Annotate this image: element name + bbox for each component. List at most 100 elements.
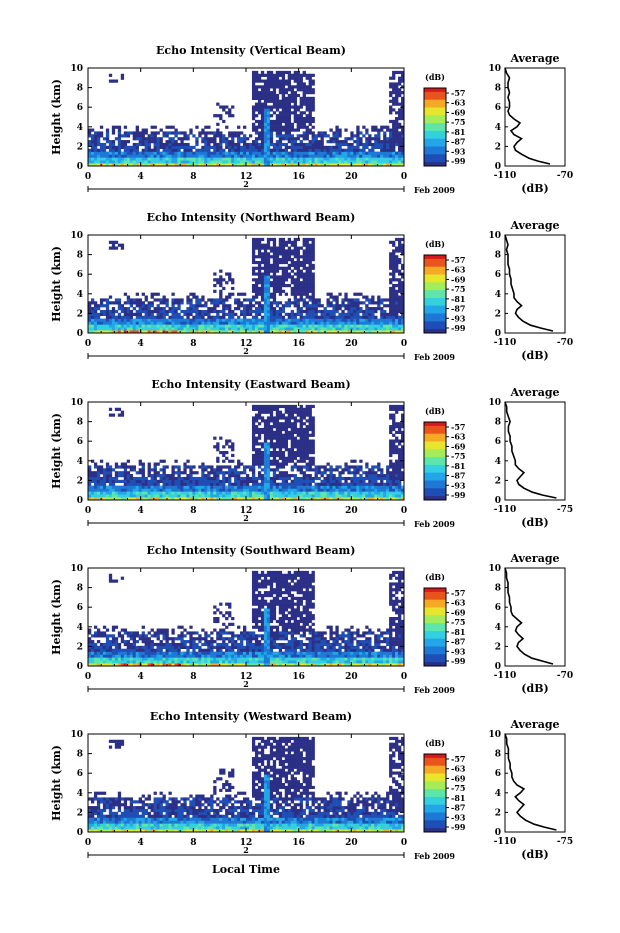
date-label: Feb 2009 [414, 685, 455, 695]
x-tick-label: 20 [345, 838, 358, 848]
x-tick-label: 16 [292, 506, 305, 516]
y-tick-label: 0 [77, 662, 83, 672]
colorbar-label: -63 [451, 764, 466, 774]
panel-3: Echo Intensity (Eastward Beam)0246810Hei… [50, 378, 573, 529]
x-tick-label: 8 [190, 339, 196, 349]
x-tick-label: 16 [292, 672, 305, 682]
colorbar-label: -63 [451, 432, 466, 442]
average-frame [505, 402, 565, 500]
y-tick-label: 2 [77, 808, 83, 818]
colorbar-label: -81 [451, 627, 465, 637]
average-y-tick-label: 6 [495, 270, 501, 280]
colorbar-label: -99 [451, 656, 466, 666]
colorbar-label: -75 [451, 451, 465, 461]
colorbar-label: -93 [451, 146, 466, 156]
x-tick-label: 0 [85, 672, 91, 682]
y-tick-label: 8 [77, 418, 83, 428]
y-tick-label: 6 [77, 769, 83, 779]
colorbar-label: -69 [451, 107, 466, 117]
colorbar-unit: (dB) [425, 72, 445, 82]
colorbar-label: -99 [451, 490, 466, 500]
colorbar-label: -99 [451, 323, 466, 333]
average-y-tick-label: 2 [495, 142, 501, 152]
x-tick-label: 4 [138, 506, 144, 516]
y-tick-label: 10 [70, 231, 83, 241]
average-y-tick-label: 10 [488, 231, 501, 241]
x-tick-label: 8 [190, 506, 196, 516]
average-y-tick-label: 4 [495, 457, 501, 467]
colorbar-label: -69 [451, 441, 466, 451]
colorbar-label: -75 [451, 783, 465, 793]
average-profile-line [505, 568, 553, 664]
y-axis-label: Height (km) [50, 413, 63, 489]
date-mark: 2 [243, 346, 249, 356]
colorbar-label: -75 [451, 284, 465, 294]
y-tick-label: 10 [70, 564, 83, 574]
x-tick-label: 16 [292, 838, 305, 848]
average-y-tick-label: 6 [495, 103, 501, 113]
y-tick-label: 6 [77, 270, 83, 280]
x-tick-label: 4 [138, 339, 144, 349]
average-profile-line [505, 402, 556, 498]
colorbar-label: -69 [451, 274, 466, 284]
heatmap [88, 571, 404, 666]
y-tick-label: 2 [77, 142, 83, 152]
colorbar-label: -93 [451, 480, 466, 490]
average-x-tick-label: -70 [557, 671, 573, 681]
average-title: Average [509, 386, 559, 399]
average-y-tick-label: 10 [488, 398, 501, 408]
average-frame [505, 235, 565, 333]
x-tick-label: 4 [138, 672, 144, 682]
date-mark: 2 [243, 679, 249, 689]
x-tick-label: 20 [345, 339, 358, 349]
date-label: Feb 2009 [414, 185, 455, 195]
average-x-tick-label: -110 [494, 837, 517, 847]
average-x-tick-label: -110 [494, 505, 517, 515]
colorbar-label: -99 [451, 822, 466, 832]
colorbar-unit: (dB) [425, 738, 445, 748]
colorbar-label: -87 [451, 471, 465, 481]
average-frame [505, 68, 565, 166]
heatmap [88, 71, 404, 166]
y-axis-label: Height (km) [50, 246, 63, 322]
x-tick-label: 8 [190, 172, 196, 182]
x-tick-label: 0 [401, 339, 407, 349]
panel-title: Echo Intensity (Vertical Beam) [156, 44, 346, 57]
x-tick-label: 20 [345, 506, 358, 516]
colorbar-label: -75 [451, 117, 465, 127]
y-tick-label: 8 [77, 750, 83, 760]
y-axis-label: Height (km) [50, 579, 63, 655]
colorbar-label: -87 [451, 137, 465, 147]
average-x-label: (dB) [521, 349, 548, 362]
y-tick-label: 8 [77, 251, 83, 261]
colorbar-label: -99 [451, 156, 466, 166]
average-x-tick-label: -70 [557, 338, 573, 348]
average-x-tick-label: -110 [494, 338, 517, 348]
average-profile-line [505, 734, 556, 830]
average-x-label: (dB) [521, 848, 548, 861]
average-y-tick-label: 8 [495, 418, 501, 428]
y-tick-label: 6 [77, 103, 83, 113]
average-y-tick-label: 8 [495, 584, 501, 594]
average-y-tick-label: 10 [488, 64, 501, 74]
colorbar-label: -69 [451, 773, 466, 783]
date-mark: 2 [243, 179, 249, 189]
average-profile-line [505, 235, 553, 331]
average-y-tick-label: 6 [495, 769, 501, 779]
colorbar-label: -57 [451, 754, 465, 764]
panel-title: Echo Intensity (Northward Beam) [147, 211, 356, 224]
colorbar-label: -63 [451, 98, 466, 108]
colorbar-label: -87 [451, 304, 465, 314]
y-axis-label: Height (km) [50, 745, 63, 821]
average-x-tick-label: -110 [494, 171, 517, 181]
date-mark: 2 [243, 513, 249, 523]
average-y-tick-label: 2 [495, 642, 501, 652]
colorbar-label: -57 [451, 422, 465, 432]
average-y-tick-label: 8 [495, 750, 501, 760]
colorbar-label: -81 [451, 127, 465, 137]
average-frame [505, 734, 565, 832]
colorbar-label: -69 [451, 607, 466, 617]
x-tick-label: 16 [292, 339, 305, 349]
panel-2: Echo Intensity (Northward Beam) 0 2 4 6 8 10 He… [50, 211, 573, 362]
